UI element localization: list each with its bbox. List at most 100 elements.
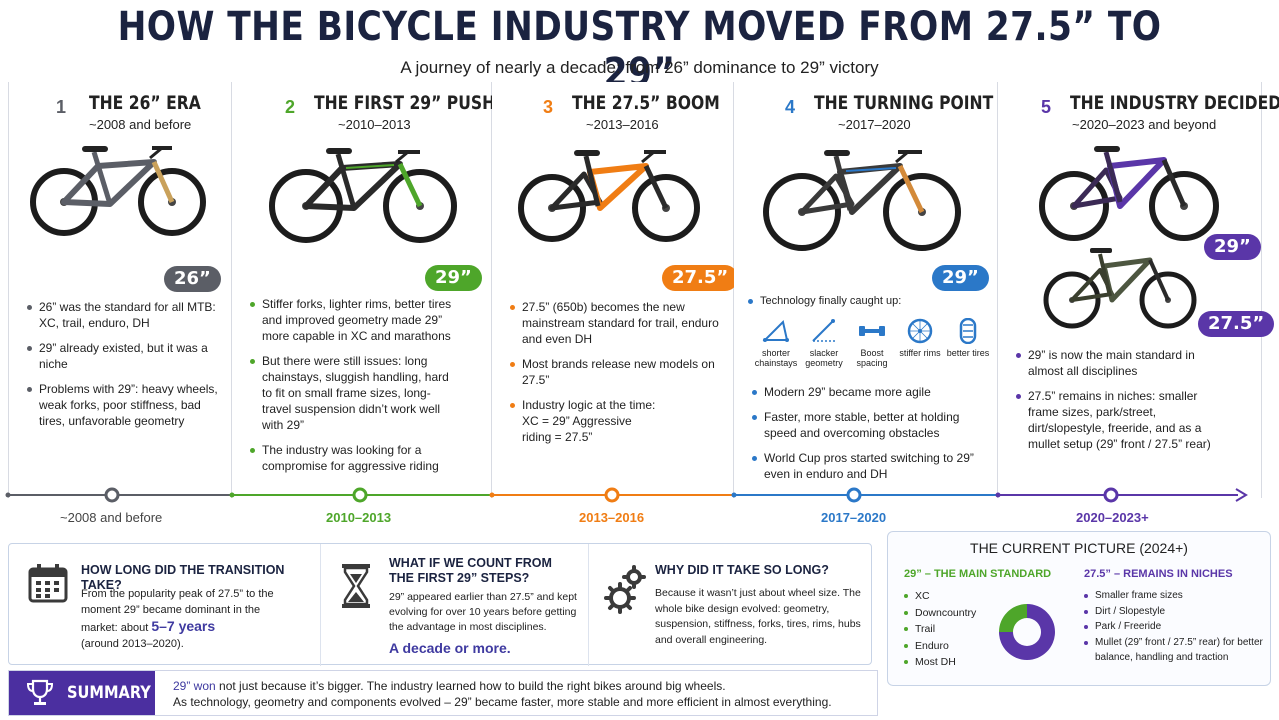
era-2-number: 2 [276, 93, 304, 121]
era-4-bullet: Modern 29” became more agile [752, 384, 984, 400]
current-picture-panel: THE CURRENT PICTURE (2024+) 29” – THE MA… [887, 531, 1271, 686]
era-column-2: 2 THE FIRST 29” PUSH ~2010–2013 29” Stif… [232, 82, 495, 498]
era-5-badge-275: 27.5” [1198, 311, 1275, 337]
tech-icons-row: shorter chainstays slacker geometry Boos… [752, 318, 992, 370]
era-1-badge: 26” [164, 266, 221, 292]
question-title: HOW LONG DID THE TRANSITION TAKE? [81, 563, 285, 592]
list-item: Mullet (29” front / 27.5” rear) for bett… [1084, 635, 1266, 666]
list-item: XC [904, 588, 1004, 605]
bike-275-boom-image [518, 150, 700, 242]
list-item: Downcountry [904, 605, 1004, 622]
list-item: Enduro [904, 638, 1004, 655]
tech-item: slacker geometry [800, 318, 848, 368]
question-title: WHY DID IT TAKE SO LONG? [655, 563, 829, 577]
donut-slice-29 [999, 604, 1055, 660]
tech-label: better tires [946, 348, 990, 358]
era-3-badge: 27.5” [662, 265, 739, 291]
era-5-bullets: 29” is now the main standard in almost a… [1016, 347, 1226, 461]
era-2-bullet: But there were still issues: long chains… [250, 353, 455, 433]
bike-275-decided-image [1043, 248, 1197, 329]
era-5-bullet: 29” is now the main standard in almost a… [1016, 347, 1226, 379]
timeline-marker-3 [604, 487, 620, 503]
question-why-so-long: WHY DID IT TAKE SO LONG? Because it wasn… [589, 544, 873, 666]
timeline-label-4: 2017–2020 [821, 510, 887, 525]
era-2-period: ~2010–2013 [338, 117, 411, 132]
era-3-number: 3 [534, 93, 562, 121]
era-2-header: 2 THE FIRST 29” PUSH ~2010–2013 [232, 86, 495, 132]
era-column-1: 1 THE 26” ERA ~2008 and before 26” 26” w… [8, 82, 232, 498]
era-4-badge: 29” [932, 265, 989, 291]
tech-item: better tires [944, 318, 992, 358]
timeline-marker-2 [352, 487, 368, 503]
era-2-bullets: Stiffer forks, lighter rims, better tire… [250, 296, 455, 483]
era-5-period: ~2020–2023 and beyond [1072, 117, 1217, 132]
trophy-icon [26, 679, 54, 705]
era-2-bullet: The industry was looking for a compromis… [250, 442, 455, 474]
question-text-before: From the popularity peak of 27.5” to the… [81, 588, 274, 634]
era-column-5: 5 THE INDUSTRY DECIDED ~2020–2023 and be… [998, 82, 1279, 498]
calendar-icon [28, 564, 68, 603]
question-text: From the popularity peak of 27.5” to the… [81, 586, 281, 652]
timeline-label-3: 2013–2016 [579, 510, 645, 525]
era-4-bullet: Faster, more stable, better at holding s… [752, 409, 984, 441]
era-2-title: THE FIRST 29” PUSH [314, 92, 496, 114]
tech-label: shorter chainstays [754, 348, 798, 368]
era-1-bullets: 26” was the standard for all MTB: XC, tr… [27, 299, 227, 438]
stiffer-rims-icon [907, 318, 933, 344]
summary-bar: SUMMARY 29” won not just because it’s bi… [8, 670, 878, 716]
era-2-bullet: Stiffer forks, lighter rims, better tire… [250, 296, 455, 344]
better-tires-icon [959, 318, 977, 344]
era-4-intro: Technology finally caught up: [748, 293, 988, 318]
question-highlight: 5–7 years [151, 618, 216, 634]
list-item: Most DH [904, 654, 1004, 671]
summary-label: SUMMARY [67, 683, 151, 703]
question-text: Because it wasn’t just about wheel size.… [655, 587, 861, 646]
main-standard-list: XC Downcountry Trail Enduro Most DH [904, 588, 1004, 671]
era-3-header: 3 THE 27.5” BOOM ~2013–2016 [492, 86, 733, 132]
bike-29-first-push-image [269, 148, 457, 243]
era-3-period: ~2013–2016 [586, 117, 659, 132]
timeline-label-2: 2010–2013 [326, 510, 392, 525]
main-standard-heading: 29” – THE MAIN STANDARD [904, 568, 1052, 580]
summary-header: SUMMARY [9, 671, 155, 715]
era-5-title: THE INDUSTRY DECIDED [1070, 92, 1279, 114]
era-3-bullets: 27.5” (650b) becomes the new mainstream … [510, 299, 720, 454]
era-3-title: THE 27.5” BOOM [572, 92, 720, 114]
era-1-period: ~2008 and before [89, 117, 192, 132]
questions-panel: HOW LONG DID THE TRANSITION TAKE? From t… [8, 543, 873, 666]
era-4-bullet: World Cup pros started switching to 29” … [752, 450, 984, 482]
bike-29-turning-point-image [763, 150, 961, 251]
era-4-intro-text: Technology finally caught up: [748, 293, 988, 309]
tech-label: stiffer rims [899, 348, 941, 358]
timeline-marker-4 [846, 487, 862, 503]
slacker-geometry-icon [812, 319, 835, 342]
current-share-donut-chart [999, 604, 1055, 660]
question-first-steps: WHAT IF WE COUNT FROM THE FIRST 29” STEP… [321, 544, 589, 666]
era-4-bullets: Modern 29” became more agile Faster, mor… [752, 384, 984, 491]
donut-slice-275 [999, 604, 1027, 632]
tech-item: stiffer rims [896, 318, 944, 358]
page-title: HOW THE BICYCLE INDUSTRY MOVED FROM 27.5… [117, 4, 1162, 96]
tech-item: shorter chainstays [752, 318, 800, 368]
era-3-bullet: Industry logic at the time: XC = 29” Agg… [510, 397, 660, 445]
list-item: Smaller frame sizes [1084, 588, 1266, 604]
era-4-title: THE TURNING POINT [814, 92, 994, 114]
era-1-bullet: 26” was the standard for all MTB: XC, tr… [27, 299, 227, 331]
era-5-badge-29: 29” [1204, 234, 1261, 260]
tech-label: slacker geometry [805, 348, 843, 368]
shorter-chainstays-icon [762, 320, 789, 342]
era-2-badge: 29” [425, 265, 482, 291]
tech-item: Boost spacing [848, 318, 896, 368]
tech-label: Boost spacing [856, 348, 888, 368]
current-picture-title: THE CURRENT PICTURE (2024+) [970, 540, 1188, 556]
timeline-label-5: 2020–2023+ [1076, 510, 1149, 525]
bike-26-image [30, 146, 206, 236]
timeline-axis [5, 487, 1248, 503]
summary-strong: 29” won [173, 679, 216, 693]
era-3-bullet: 27.5” (650b) becomes the new mainstream … [510, 299, 720, 347]
summary-line1: not just because it’s bigger. The indust… [215, 679, 726, 693]
era-3-bullet: Most brands release new models on 27.5” [510, 356, 720, 388]
era-1-header: 1 THE 26” ERA ~2008 and before [9, 86, 231, 132]
timeline-label-1: ~2008 and before [60, 510, 163, 525]
era-1-number: 1 [47, 93, 75, 121]
